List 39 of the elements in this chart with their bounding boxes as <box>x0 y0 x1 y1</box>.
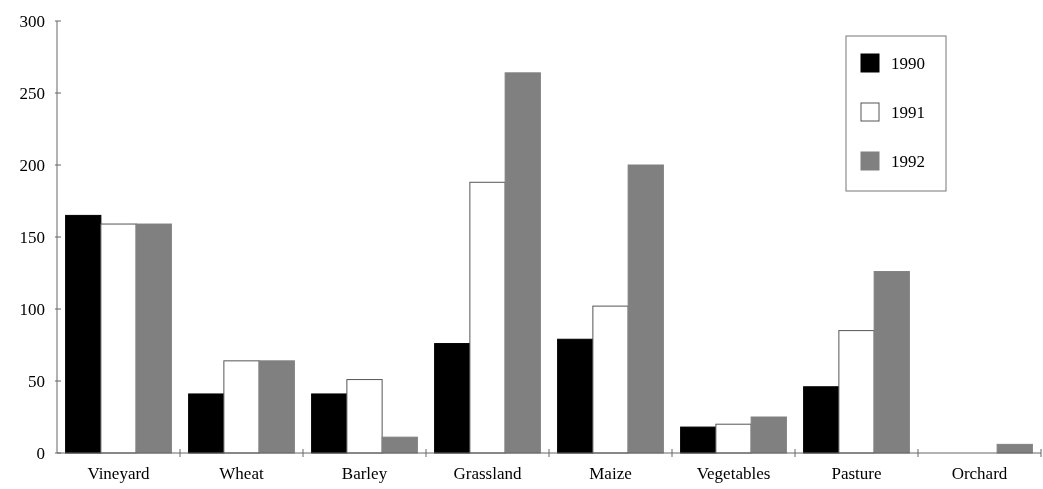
x-tick-label: Pasture <box>831 464 882 483</box>
y-tick-label: 100 <box>19 299 45 319</box>
bar <box>838 330 875 454</box>
bar <box>715 423 752 454</box>
bar <box>258 360 295 454</box>
legend-label: 1992 <box>891 151 925 171</box>
legend-label: 1991 <box>891 102 925 122</box>
x-tick-label: Vegetables <box>696 464 771 483</box>
x-tick-label: Grassland <box>453 464 522 483</box>
y-tick-label: 150 <box>19 227 45 247</box>
y-tick-label: 0 <box>36 443 45 463</box>
bar <box>750 416 787 454</box>
bar <box>135 223 172 454</box>
legend-label: 1990 <box>891 53 925 73</box>
bar <box>223 360 260 454</box>
bar <box>188 393 225 454</box>
x-tick-label: Orchard <box>951 464 1008 483</box>
bar <box>65 214 102 454</box>
y-tick-label: 250 <box>19 83 45 103</box>
y-tick-label: 200 <box>19 155 45 175</box>
bar <box>873 271 910 454</box>
x-tick-label: Barley <box>341 464 388 483</box>
x-tick-label: Wheat <box>219 464 264 483</box>
bar <box>504 72 541 454</box>
bar <box>100 223 137 454</box>
bar <box>680 426 717 454</box>
bar <box>627 164 664 454</box>
bar <box>557 338 594 454</box>
y-tick-label: 50 <box>28 371 45 391</box>
bar <box>311 393 348 454</box>
y-tick-label: 300 <box>19 11 45 31</box>
x-tick-label: Vineyard <box>87 464 151 483</box>
bar <box>469 181 506 454</box>
bar <box>434 343 471 454</box>
bar <box>592 305 629 454</box>
x-tick-label: Maize <box>589 464 632 483</box>
bar <box>346 379 383 454</box>
bar <box>381 436 418 454</box>
bar <box>803 386 840 454</box>
